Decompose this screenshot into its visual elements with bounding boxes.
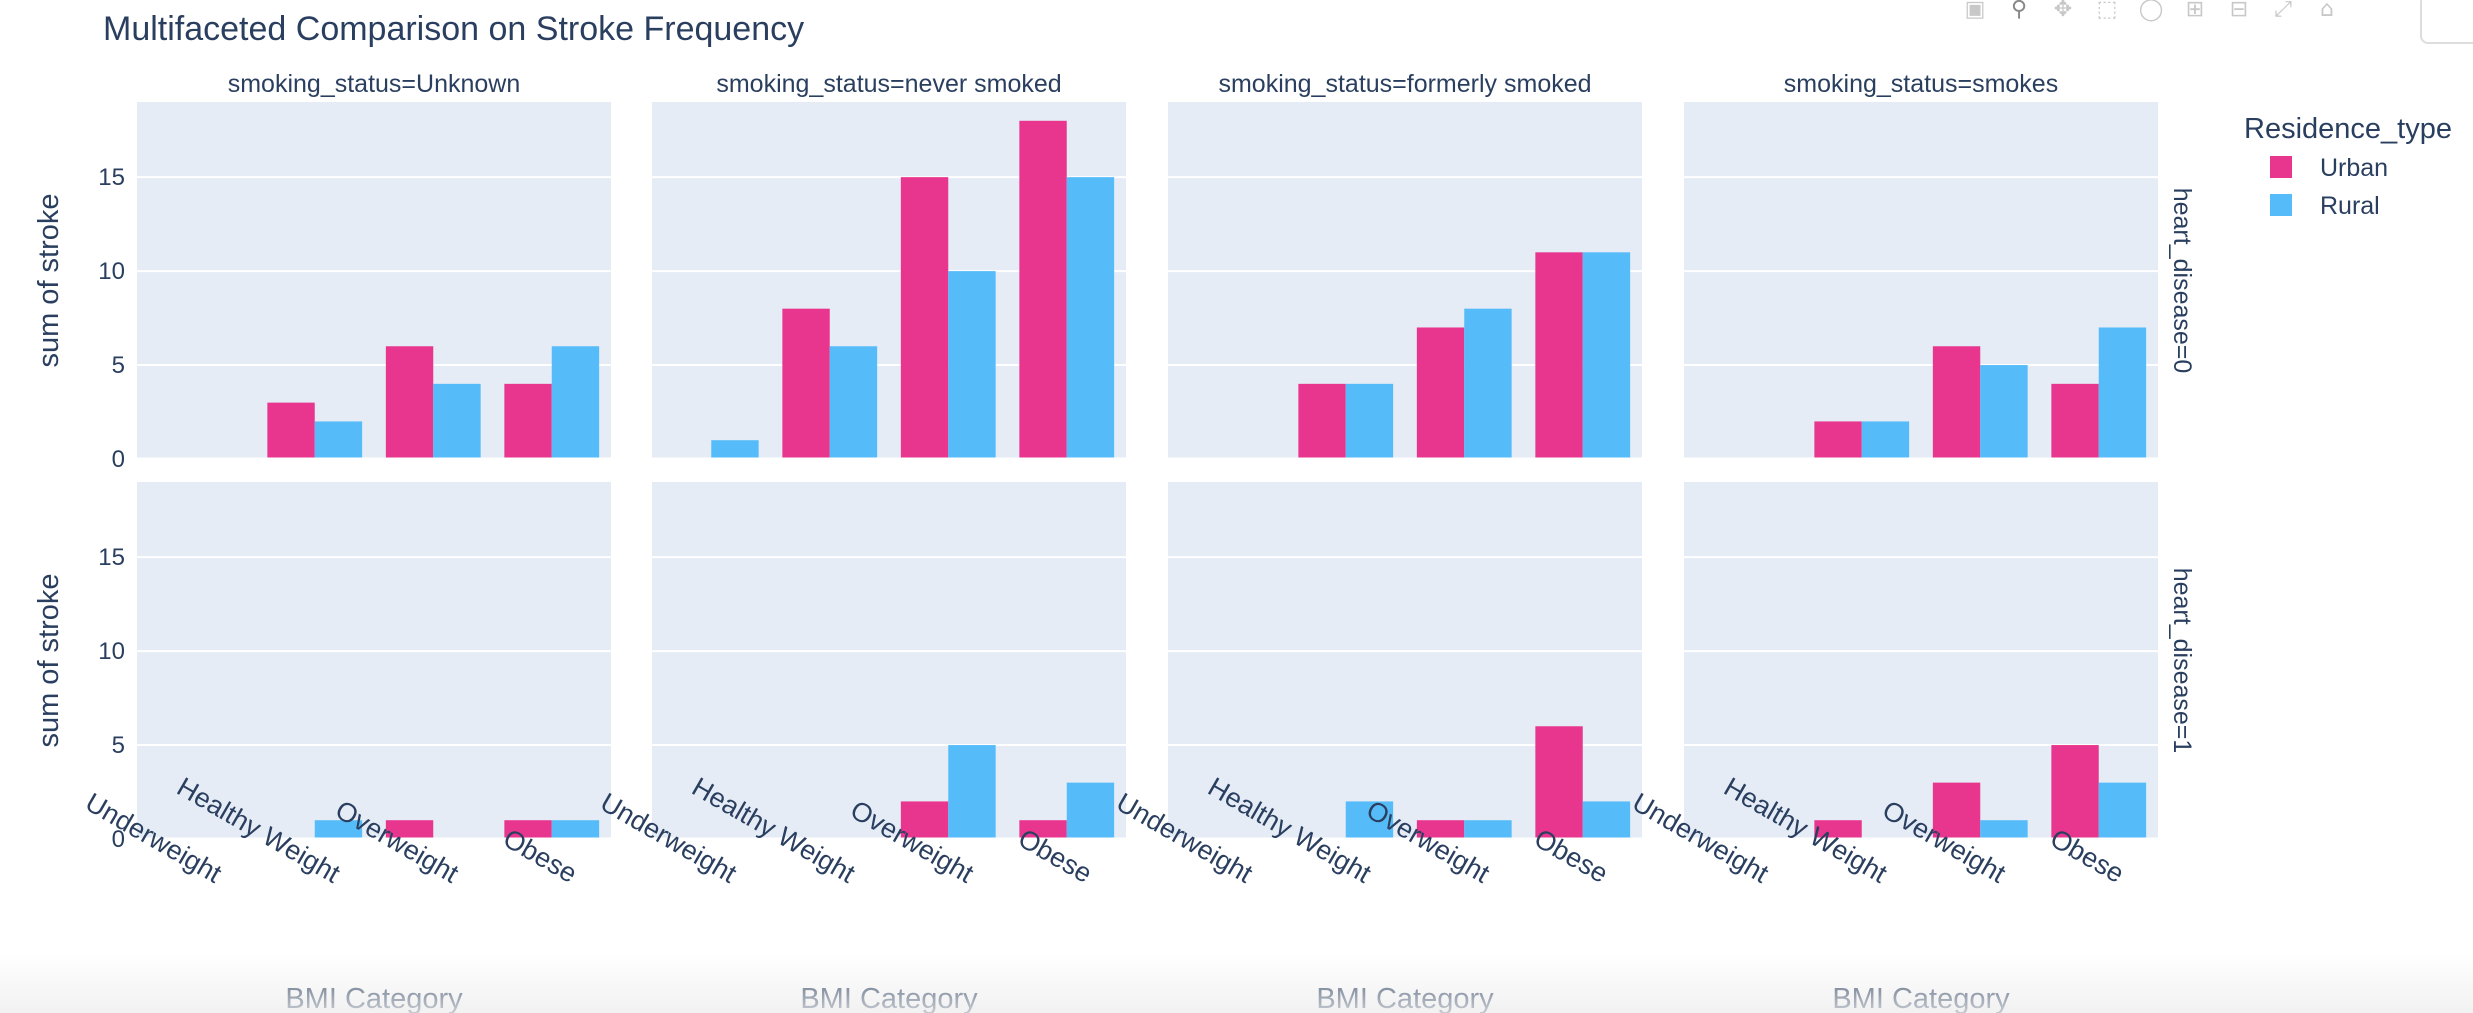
column-facet-title: smoking_status=formerly smoked (1218, 70, 1591, 98)
bar-rural[interactable] (1861, 421, 1910, 459)
zoom-icon[interactable]: ⚲ (2010, 0, 2028, 22)
y-tick-label: 15 (98, 544, 125, 571)
row-facet-title: heart_disease=1 (2168, 568, 2196, 754)
bar-rural[interactable] (1345, 801, 1394, 839)
bar-urban[interactable] (1535, 726, 1583, 839)
bar-urban[interactable] (1932, 346, 1981, 459)
bar-urban[interactable] (782, 308, 830, 459)
bar-urban[interactable] (1932, 782, 1981, 839)
x-axis-label: BMI Category (285, 983, 463, 1013)
zoom-in-icon[interactable]: ⊞ (2185, 0, 2205, 22)
search-box[interactable] (2420, 0, 2473, 44)
bar-urban[interactable] (2051, 383, 2099, 459)
bar-rural[interactable] (1345, 383, 1394, 459)
column-facet-title: smoking_status=Unknown (228, 70, 521, 98)
home-icon[interactable]: ⌂ (2320, 0, 2334, 22)
bar-urban[interactable] (900, 177, 949, 459)
bar-urban[interactable] (1416, 327, 1465, 459)
bar-rural[interactable] (551, 346, 600, 459)
bar-urban[interactable] (385, 346, 434, 459)
zoom-out-icon[interactable]: ⊟ (2229, 0, 2249, 22)
y-tick-label: 10 (98, 258, 125, 285)
y-tick-label: 15 (98, 164, 125, 191)
bar-rural[interactable] (829, 346, 878, 459)
legend-title: Residence_type (2244, 113, 2452, 145)
y-tick-label: 0 (112, 826, 125, 853)
y-tick-label: 0 (112, 446, 125, 473)
bar-rural[interactable] (1066, 782, 1115, 839)
bar-urban[interactable] (385, 820, 434, 839)
bar-urban[interactable] (1019, 820, 1067, 839)
y-axis-label: sum of stroke (33, 573, 65, 747)
modebar[interactable]: ▣ ⚲ ✥ ⬚ ◯ ⊞ ⊟ ⤢ ⌂ (1960, 0, 2342, 22)
x-axis-label: BMI Category (800, 983, 978, 1013)
bar-rural[interactable] (2098, 782, 2147, 839)
bar-urban[interactable] (900, 801, 949, 839)
bar-rural[interactable] (1980, 365, 2028, 459)
bar-rural[interactable] (1464, 308, 1512, 459)
camera-icon[interactable]: ▣ (1964, 0, 1986, 22)
bar-rural[interactable] (948, 271, 996, 459)
bar-urban[interactable] (504, 820, 552, 839)
bar-urban[interactable] (1298, 383, 1346, 459)
bar-rural[interactable] (314, 820, 363, 839)
lasso-icon[interactable]: ◯ (2138, 0, 2164, 22)
autoscale-icon[interactable]: ⤢ (2274, 0, 2292, 22)
y-axis-label: sum of stroke (33, 193, 65, 367)
column-facet-title: smoking_status=never smoked (716, 70, 1061, 98)
bar-urban[interactable] (1019, 120, 1067, 459)
legend-swatch-rural[interactable] (2270, 194, 2292, 216)
bar-rural[interactable] (1980, 820, 2028, 839)
bar-rural[interactable] (314, 421, 363, 459)
row-facet-title: heart_disease=0 (2168, 188, 2196, 374)
bar-rural[interactable] (948, 745, 996, 839)
bar-rural[interactable] (1582, 801, 1631, 839)
bar-rural[interactable] (433, 383, 481, 459)
bar-urban[interactable] (1814, 820, 1862, 839)
chart-title: Multifaceted Comparison on Stroke Freque… (103, 10, 804, 48)
bar-rural[interactable] (2098, 327, 2147, 459)
box-select-icon[interactable]: ⬚ (2096, 0, 2118, 22)
panel-background (137, 482, 611, 839)
column-facet-title: smoking_status=smokes (1784, 70, 2058, 98)
bar-rural[interactable] (711, 440, 759, 459)
y-tick-label: 5 (112, 732, 125, 759)
pan-icon[interactable]: ✥ (2053, 0, 2073, 22)
bar-rural[interactable] (1582, 252, 1631, 459)
bar-urban[interactable] (504, 383, 552, 459)
bar-urban[interactable] (1814, 421, 1862, 459)
x-axis-label: BMI Category (1832, 983, 2010, 1013)
bar-rural[interactable] (551, 820, 600, 839)
legend[interactable]: Residence_type Urban Rural (2244, 113, 2452, 220)
bar-urban[interactable] (1535, 252, 1583, 459)
bar-rural[interactable] (1066, 177, 1115, 459)
legend-label-rural[interactable]: Rural (2320, 192, 2380, 220)
legend-label-urban[interactable]: Urban (2320, 154, 2388, 182)
bar-urban[interactable] (267, 402, 315, 459)
y-tick-label: 5 (112, 352, 125, 379)
legend-swatch-urban[interactable] (2270, 156, 2292, 178)
bar-urban[interactable] (2051, 745, 2099, 839)
bar-urban[interactable] (1416, 820, 1465, 839)
x-axis-label: BMI Category (1316, 983, 1494, 1013)
y-tick-label: 10 (98, 638, 125, 665)
bar-rural[interactable] (1464, 820, 1512, 839)
panel-background (652, 482, 1126, 839)
